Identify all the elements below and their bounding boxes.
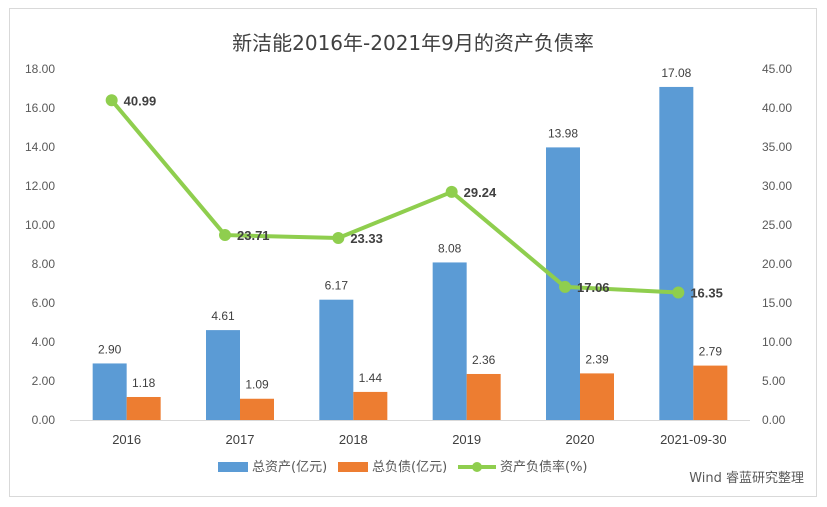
y-left-tick-label: 8.00 bbox=[32, 257, 56, 271]
debt-ratio-line bbox=[110, 98, 679, 295]
y-left-tick-label: 6.00 bbox=[32, 296, 56, 310]
bar-data-label: 6.17 bbox=[325, 279, 349, 293]
legend-marker bbox=[472, 462, 482, 472]
bar-data-label: 4.61 bbox=[211, 309, 235, 323]
bar-data-label: 2.36 bbox=[472, 353, 496, 367]
bar-data-label: 2.79 bbox=[699, 345, 723, 359]
x-tick-label: 2021-09-30 bbox=[660, 432, 727, 447]
x-tick-label: 2018 bbox=[339, 432, 368, 447]
y-left-tick-label: 12.00 bbox=[25, 179, 55, 193]
x-tick-label: 2019 bbox=[452, 432, 481, 447]
y-left-tick-label: 0.00 bbox=[32, 413, 56, 427]
line-data-label: 23.33 bbox=[350, 231, 383, 246]
y-right-tick-label: 25.00 bbox=[762, 218, 792, 232]
line-data-label: 23.71 bbox=[237, 228, 270, 243]
y-left-tick-label: 2.00 bbox=[32, 374, 56, 388]
line-point bbox=[672, 286, 685, 299]
legend-swatch bbox=[338, 462, 368, 472]
line-point bbox=[332, 232, 345, 245]
bar-data-label: 2.39 bbox=[585, 352, 609, 366]
axes: 0.00 2.00 4.00 6.00 8.00 10.00 12.00 14.00 16.00… bbox=[25, 62, 792, 447]
bar-data-label: 17.08 bbox=[661, 66, 691, 80]
bar-data-label: 1.18 bbox=[132, 376, 156, 390]
y-right-tick-label: 15.00 bbox=[762, 296, 792, 310]
line-data-label: 40.99 bbox=[124, 93, 157, 108]
line-point bbox=[105, 94, 118, 107]
bar-total-liabilities bbox=[693, 365, 728, 420]
line-data-label: 17.06 bbox=[577, 280, 610, 295]
bar-data-label: 13.98 bbox=[548, 126, 578, 140]
line-data-label: 16.35 bbox=[690, 285, 723, 300]
bar-total-assets bbox=[206, 330, 240, 420]
legend-swatch bbox=[218, 462, 248, 472]
source-credit: Wind 睿蓝研究整理 bbox=[689, 471, 804, 486]
x-tick-label: 2016 bbox=[112, 432, 141, 447]
y-left-tick-label: 10.00 bbox=[25, 218, 55, 232]
y-left-tick-label: 16.00 bbox=[25, 101, 55, 115]
bars: 2.90 4.61 6.17 8.08 13.98 17.08 1.18 1.09 1.44 2.… bbox=[92, 66, 728, 420]
y-left-tick-label: 4.00 bbox=[32, 335, 56, 349]
line-series: 40.99 23.71 23.33 29.24 17.06 16.35 bbox=[105, 93, 723, 300]
bar-data-label: 8.08 bbox=[438, 241, 462, 255]
y-right-tick-label: 40.00 bbox=[762, 101, 792, 115]
bar-data-label: 1.09 bbox=[245, 378, 269, 392]
y-right-tick-label: 5.00 bbox=[762, 374, 786, 388]
y-right-tick-label: 35.00 bbox=[762, 140, 792, 154]
legend-label: 总资产(亿元) bbox=[252, 460, 327, 475]
y-left-tick-label: 14.00 bbox=[25, 140, 55, 154]
x-tick-label: 2020 bbox=[566, 432, 595, 447]
line-point bbox=[559, 280, 571, 293]
legend: 总资产(亿元) 总负债(亿元) 资产负债率(%) bbox=[218, 459, 588, 475]
bar-data-label: 2.90 bbox=[98, 342, 122, 356]
bar-total-liabilities bbox=[580, 373, 614, 420]
line-point bbox=[219, 229, 231, 242]
line-point bbox=[445, 185, 458, 198]
legend-label: 总负债(亿元) bbox=[372, 460, 447, 475]
y-right-tick-label: 0.00 bbox=[762, 413, 786, 427]
bar-total-assets bbox=[432, 262, 467, 420]
bar-total-liabilities bbox=[240, 398, 274, 420]
x-tick-label: 2017 bbox=[226, 432, 255, 447]
y-right-tick-label: 20.00 bbox=[762, 257, 792, 271]
bar-total-assets bbox=[659, 86, 694, 420]
y-right-tick-label: 30.00 bbox=[762, 179, 792, 193]
bar-total-assets bbox=[319, 299, 354, 420]
bar-total-liabilities bbox=[353, 391, 388, 420]
legend-label: 资产负债率(%) bbox=[500, 459, 588, 475]
y-left-tick-label: 18.00 bbox=[25, 62, 55, 76]
bar-total-assets bbox=[92, 363, 127, 420]
bar-data-label: 1.44 bbox=[359, 371, 383, 385]
y-right-tick-label: 10.00 bbox=[762, 335, 792, 349]
line-data-label: 29.24 bbox=[464, 185, 497, 200]
chart-title: 新洁能2016年-2021年9月的资产负债率 bbox=[232, 31, 594, 55]
bar-total-liabilities bbox=[466, 373, 501, 420]
bar-total-liabilities bbox=[126, 396, 161, 420]
y-right-tick-label: 45.00 bbox=[762, 62, 792, 76]
